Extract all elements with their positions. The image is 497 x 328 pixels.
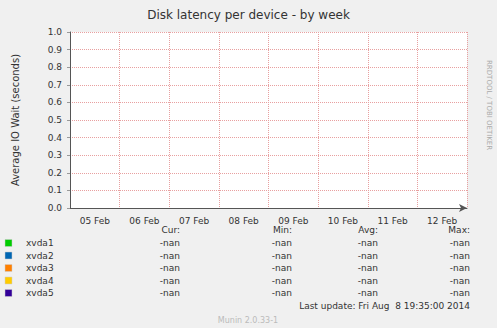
svg-text:-nan: -nan <box>272 238 292 248</box>
svg-text:-nan: -nan <box>160 238 180 248</box>
svg-text:0.7: 0.7 <box>48 80 62 90</box>
svg-text:-nan: -nan <box>160 288 180 298</box>
svg-text:09 Feb: 09 Feb <box>278 216 309 226</box>
svg-text:0.3: 0.3 <box>48 150 62 160</box>
svg-text:-nan: -nan <box>358 238 378 248</box>
svg-text:-nan: -nan <box>160 263 180 273</box>
svg-text:0.6: 0.6 <box>48 97 63 107</box>
svg-text:0.8: 0.8 <box>48 62 63 72</box>
svg-text:-nan: -nan <box>272 251 292 261</box>
svg-text:12 Feb: 12 Feb <box>427 216 458 226</box>
svg-text:08 Feb: 08 Feb <box>229 216 260 226</box>
svg-text:0.2: 0.2 <box>48 168 62 178</box>
svg-text:Cur:: Cur: <box>161 225 180 235</box>
svg-text:Average IO Wait (seconds): Average IO Wait (seconds) <box>10 54 21 186</box>
svg-text:-nan: -nan <box>358 276 378 286</box>
svg-text:10 Feb: 10 Feb <box>328 216 359 226</box>
svg-text:Max:: Max: <box>448 225 470 235</box>
svg-text:Avg:: Avg: <box>358 225 378 235</box>
svg-text:Last update: Fri Aug 8 19:35:: Last update: Fri Aug 8 19:35:00 2014 <box>299 301 470 311</box>
svg-text:05 Feb: 05 Feb <box>80 216 111 226</box>
svg-text:-nan: -nan <box>450 276 470 286</box>
svg-text:07 Feb: 07 Feb <box>179 216 210 226</box>
svg-text:0.4: 0.4 <box>48 133 63 143</box>
svg-text:0.0: 0.0 <box>48 203 63 213</box>
svg-text:-nan: -nan <box>160 251 180 261</box>
svg-text:-nan: -nan <box>272 276 292 286</box>
svg-text:-nan: -nan <box>160 276 180 286</box>
svg-text:-nan: -nan <box>272 288 292 298</box>
svg-text:-nan: -nan <box>450 288 470 298</box>
svg-text:xvda2: xvda2 <box>26 251 54 261</box>
svg-text:0.5: 0.5 <box>48 115 62 125</box>
svg-text:-nan: -nan <box>358 288 378 298</box>
svg-text:-nan: -nan <box>272 263 292 273</box>
svg-text:-nan: -nan <box>450 263 470 273</box>
svg-text:0.1: 0.1 <box>48 185 62 195</box>
svg-text:Min:: Min: <box>273 225 292 235</box>
svg-text:xvda3: xvda3 <box>26 263 54 273</box>
svg-text:xvda5: xvda5 <box>26 288 54 298</box>
svg-text:-nan: -nan <box>450 251 470 261</box>
svg-text:-nan: -nan <box>358 263 378 273</box>
svg-text:0.9: 0.9 <box>48 45 63 55</box>
svg-text:xvda4: xvda4 <box>26 276 54 286</box>
svg-text:-nan: -nan <box>450 238 470 248</box>
svg-text:1.0: 1.0 <box>48 27 63 37</box>
svg-text:xvda1: xvda1 <box>26 238 54 248</box>
svg-text:-nan: -nan <box>358 251 378 261</box>
svg-text:06 Feb: 06 Feb <box>129 216 160 226</box>
svg-text:Disk latency per device - by w: Disk latency per device - by week <box>147 8 350 22</box>
svg-text:Munin 2.0.33-1: Munin 2.0.33-1 <box>218 316 278 325</box>
svg-text:RRDTOOL / TOBI OETIKER: RRDTOOL / TOBI OETIKER <box>485 60 493 150</box>
svg-text:11 Feb: 11 Feb <box>377 216 408 226</box>
